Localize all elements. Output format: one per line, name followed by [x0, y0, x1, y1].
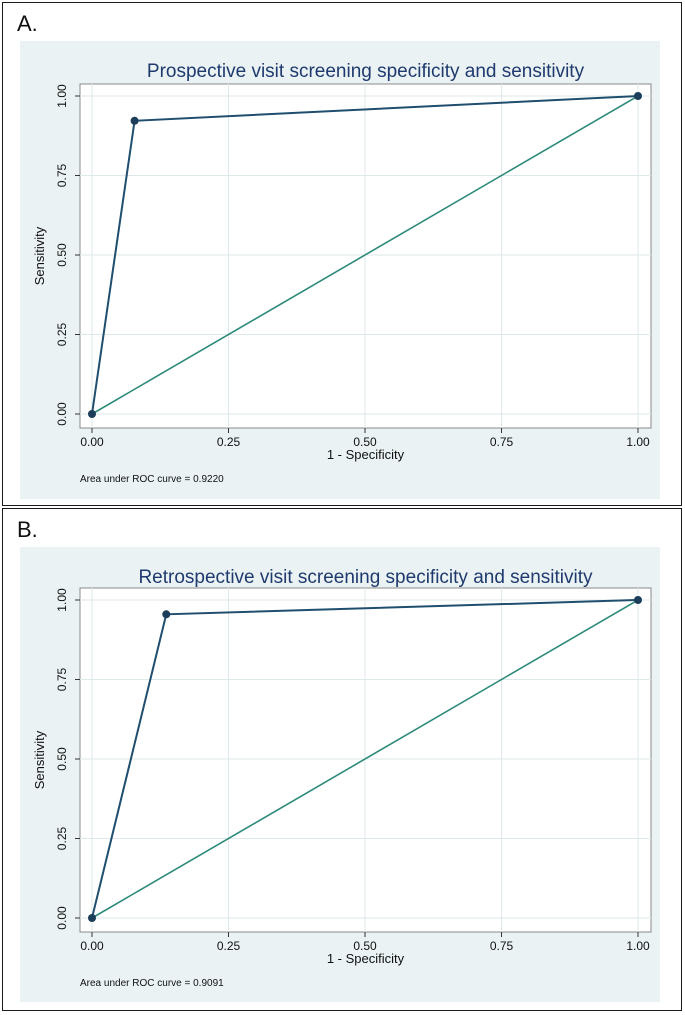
x-tick-label: 0.00 [80, 939, 104, 953]
y-axis-label: Sensitivity [32, 226, 47, 285]
y-tick-label: 0.00 [55, 402, 69, 426]
x-tick-label: 0.75 [490, 939, 514, 953]
auc-annotation: Area under ROC curve = 0.9220 [80, 474, 224, 485]
y-axis-label: Sensitivity [32, 730, 47, 789]
roc-point [634, 596, 642, 604]
y-tick-label: 1.00 [55, 588, 69, 612]
roc-point [162, 610, 171, 619]
x-axis-label: 1 - Specificity [327, 447, 405, 462]
y-tick-label: 0.50 [55, 243, 69, 267]
x-tick-label: 0.75 [490, 435, 514, 449]
chart-panel-b: B. Retrospective visit screening specifi… [2, 508, 682, 1011]
x-tick-label: 0.25 [217, 435, 241, 449]
chart-panel-a: A. Prospective visit screening specifici… [2, 2, 682, 506]
y-tick-label: 0.75 [55, 163, 69, 187]
y-tick-label: 0.75 [55, 667, 69, 691]
roc-point [88, 410, 96, 418]
x-tick-label: 0.00 [80, 435, 104, 449]
panel-label-b: B. [17, 517, 38, 542]
chart-title: Prospective visit screening specificity … [147, 61, 585, 82]
y-tick-label: 0.25 [55, 826, 69, 850]
roc-point [130, 116, 139, 125]
reference-line [91, 95, 639, 415]
auc-annotation: Area under ROC curve = 0.9091 [80, 978, 224, 989]
y-tick-label: 0.50 [55, 747, 69, 771]
roc-point [634, 92, 642, 100]
x-tick-label: 0.50 [353, 435, 377, 449]
roc-point [88, 914, 96, 922]
y-tick-label: 0.00 [55, 906, 69, 930]
x-tick-label: 1.00 [626, 435, 650, 449]
x-tick-label: 0.25 [217, 939, 241, 953]
reference-line [91, 599, 639, 919]
roc-chart-a: Prospective visit screening specificity … [20, 41, 660, 499]
chart-title: Retrospective visit screening specificit… [138, 567, 593, 588]
x-tick-label: 1.00 [626, 939, 650, 953]
x-axis-label: 1 - Specificity [327, 951, 405, 966]
roc-chart-b: Retrospective visit screening specificit… [20, 547, 660, 1002]
y-tick-label: 0.25 [55, 322, 69, 346]
y-tick-label: 1.00 [55, 84, 69, 108]
x-tick-label: 0.50 [353, 939, 377, 953]
panel-label-a: A. [17, 11, 38, 36]
